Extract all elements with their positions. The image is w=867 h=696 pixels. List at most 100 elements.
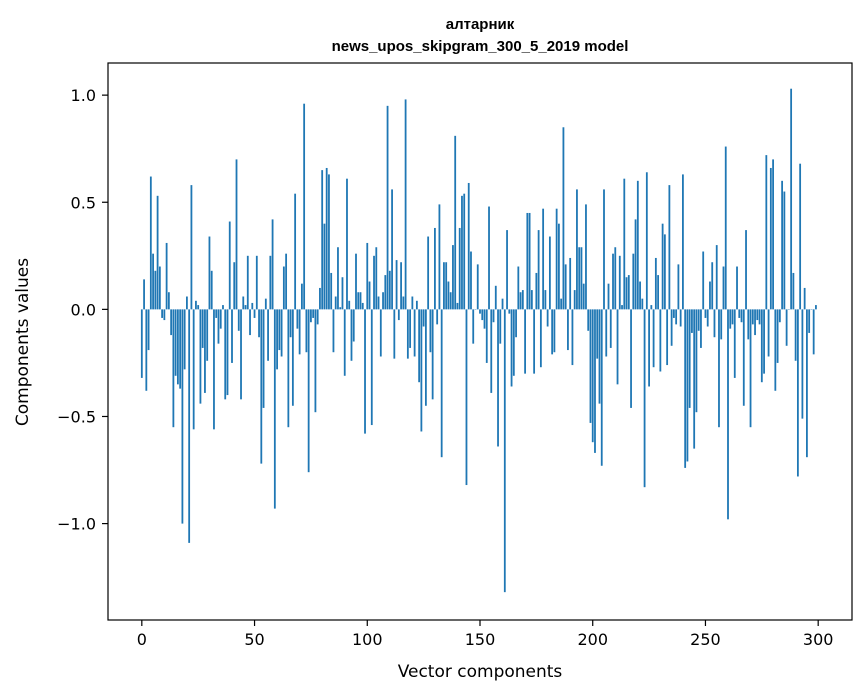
bar: [454, 135, 457, 310]
bar: [158, 266, 161, 310]
bar: [616, 309, 619, 385]
bar: [546, 309, 549, 327]
bar: [490, 309, 493, 393]
bar: [190, 185, 193, 310]
bar: [749, 309, 752, 428]
bar: [235, 159, 238, 310]
chart-title-line-2: news_upos_skipgram_300_5_2019 model: [332, 38, 629, 55]
y-tick-label: −0.5: [57, 407, 96, 426]
bar: [375, 247, 378, 310]
bar: [319, 287, 321, 310]
x-tick-label: 0: [137, 630, 147, 649]
bar: [415, 300, 418, 310]
bar: [334, 296, 337, 310]
bar: [213, 309, 215, 430]
bar: [760, 309, 763, 383]
bar: [508, 309, 511, 314]
bar: [467, 182, 470, 310]
bar: [294, 193, 297, 310]
bar: [181, 309, 184, 524]
bar: [521, 290, 524, 310]
bar: [208, 236, 211, 310]
bar: [431, 309, 434, 400]
bar: [533, 309, 536, 374]
bar: [465, 309, 468, 486]
bar: [772, 159, 774, 310]
bar: [654, 257, 657, 310]
bar: [355, 253, 357, 310]
bar: [553, 309, 556, 353]
bar: [501, 298, 504, 310]
bar: [161, 309, 164, 318]
bar: [524, 309, 526, 374]
bar: [571, 309, 574, 366]
bar: [255, 255, 258, 310]
bar: [206, 309, 209, 361]
bar: [589, 309, 592, 423]
bar: [436, 309, 439, 325]
bar: [724, 146, 727, 310]
bar: [609, 309, 612, 348]
bar: [204, 309, 206, 393]
bar: [330, 272, 333, 310]
bar: [260, 309, 263, 464]
bar: [578, 247, 581, 310]
y-tick-label: 0.0: [71, 300, 96, 319]
bar: [251, 302, 254, 310]
bar: [778, 309, 781, 323]
bar: [312, 309, 315, 318]
x-ticks: 0 50 100 150 200 250 300: [137, 620, 833, 649]
bar: [154, 270, 157, 310]
bar: [769, 167, 772, 310]
bar: [765, 155, 768, 310]
bar: [379, 309, 382, 357]
bar: [463, 193, 466, 310]
bar: [596, 309, 599, 359]
bar: [307, 309, 310, 473]
bar: [249, 309, 251, 336]
bar: [562, 127, 565, 310]
bar: [663, 234, 666, 310]
bar: [702, 251, 705, 310]
bar: [785, 309, 788, 346]
bar: [801, 309, 804, 419]
bar: [418, 309, 421, 383]
bar: [645, 172, 648, 310]
bar: [580, 247, 583, 310]
bar: [472, 309, 475, 344]
bar: [291, 309, 294, 406]
bar: [704, 309, 707, 318]
bar: [197, 305, 200, 310]
bar: [636, 180, 639, 310]
bar: [296, 309, 299, 329]
bar: [485, 309, 488, 363]
bar: [555, 208, 558, 310]
bar: [422, 309, 425, 327]
bar: [406, 309, 409, 359]
bar: [386, 105, 389, 310]
bar: [404, 99, 407, 310]
bar: [517, 266, 520, 310]
bar: [165, 242, 168, 310]
bar: [526, 212, 529, 310]
bar: [413, 309, 416, 357]
bar: [767, 309, 770, 357]
y-tick-label: 1.0: [71, 86, 96, 105]
bar: [179, 309, 182, 389]
bar: [391, 189, 393, 310]
bar: [332, 309, 335, 353]
bar: [409, 309, 412, 348]
bar: [305, 309, 308, 353]
bar: [276, 309, 278, 370]
bar: [258, 309, 260, 338]
bar: [706, 309, 709, 327]
bar: [603, 189, 605, 310]
bar: [368, 281, 371, 310]
bar: [400, 262, 402, 310]
bar: [364, 309, 366, 434]
bar: [289, 309, 292, 338]
bar: [140, 309, 143, 378]
bar: [621, 305, 623, 310]
bar: [803, 287, 806, 310]
